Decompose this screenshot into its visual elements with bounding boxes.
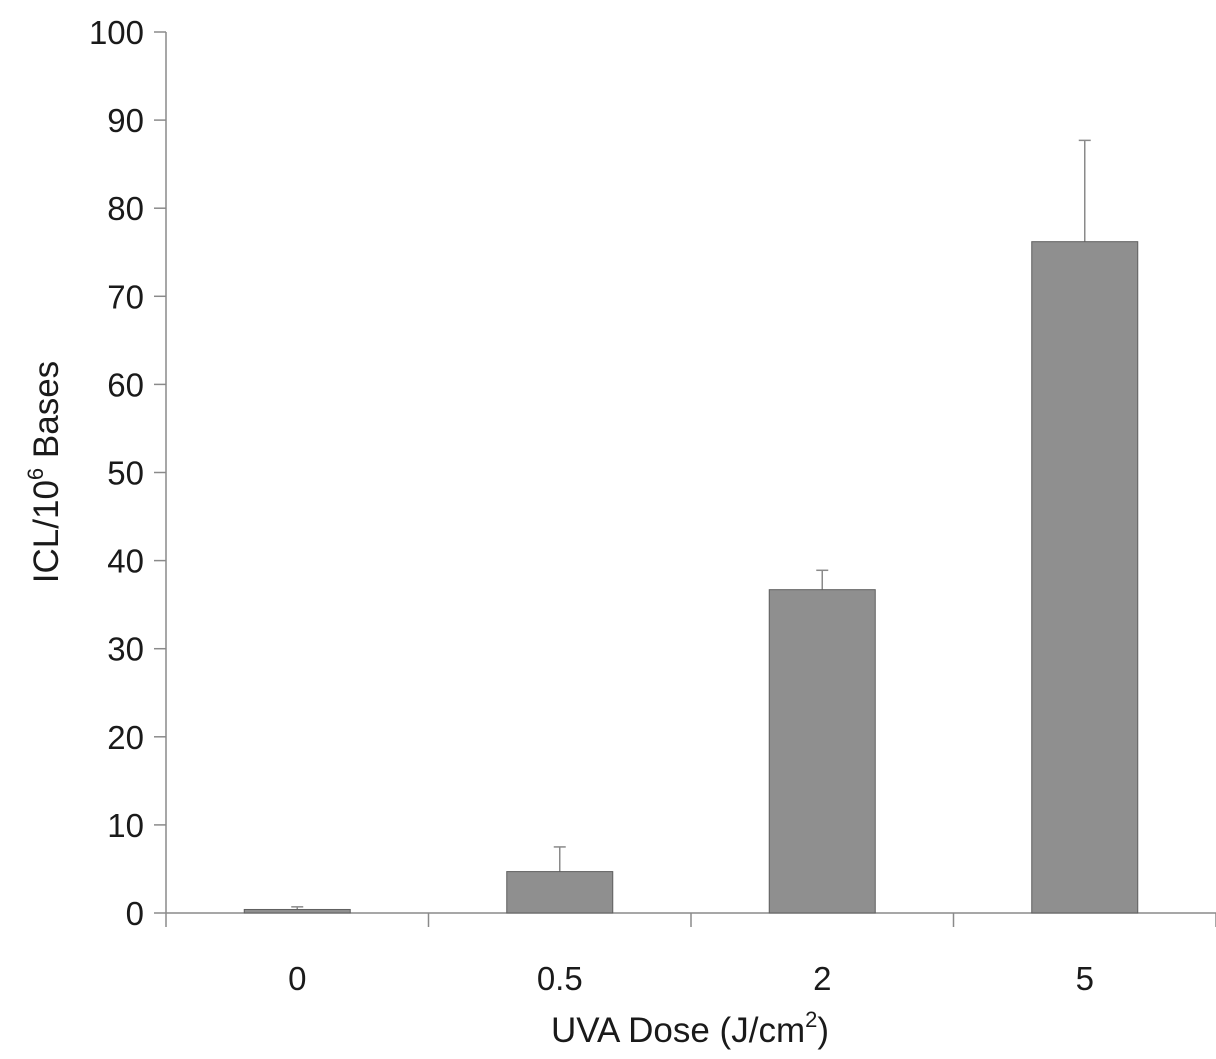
bar-2 [768,589,876,914]
x-tick-label: 2 [813,960,831,997]
x-tick-label: 0 [288,960,306,997]
y-tick-label: 20 [107,719,144,756]
y-tick-label: 10 [107,807,144,844]
y-tick-label: 90 [107,102,144,139]
bar-5 [1031,241,1139,914]
bar-0.5 [506,871,614,914]
y-axis-label: ICL/106 Bases [23,361,66,583]
bar-0 [243,908,351,914]
y-tick-label: 60 [107,366,144,403]
y-tick-label: 80 [107,190,144,227]
y-tick-label: 50 [107,455,144,492]
y-tick-label: 30 [107,631,144,668]
x-tick-label: 5 [1076,960,1094,997]
y-tick-label: 0 [126,895,144,932]
x-tick-label: 0.5 [537,960,583,997]
y-tick-label: 40 [107,543,144,580]
plot-area: 0 10 20 30 40 50 60 70 80 90 100 0 0.5 2 5 [89,14,1216,997]
y-tick-label: 70 [107,278,144,315]
x-axis-label: UVA Dose (J/cm2) [551,1007,829,1050]
y-tick-label: 100 [89,14,144,51]
